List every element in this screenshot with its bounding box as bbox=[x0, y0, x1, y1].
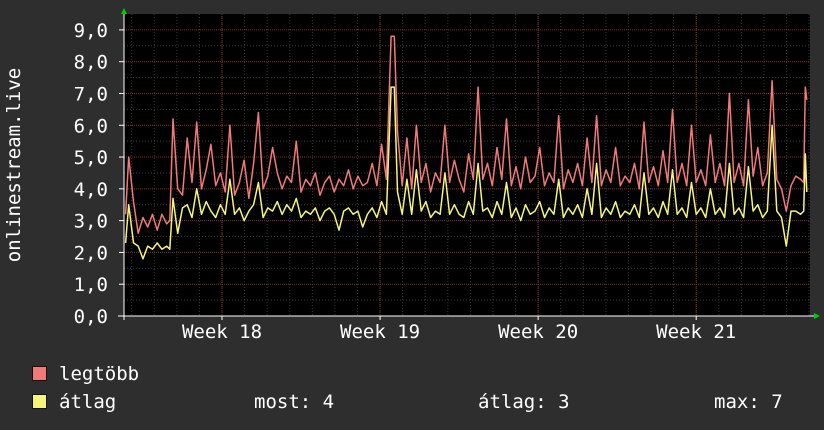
series-line-1 bbox=[124, 86, 808, 260]
y-tick-label: 5,0 bbox=[74, 147, 108, 169]
x-tick-label: Week 18 bbox=[182, 321, 262, 343]
y-tick-label: 8,0 bbox=[74, 52, 108, 74]
y-tick-label: 9,0 bbox=[74, 20, 108, 42]
x-axis-arrow-icon bbox=[814, 313, 820, 319]
y-tick-label: 3,0 bbox=[74, 211, 108, 233]
series-line-0 bbox=[124, 35, 808, 235]
legend-label-atlag: átlag bbox=[59, 391, 117, 413]
x-tick-label: Week 20 bbox=[498, 321, 578, 343]
legend-item-atlag: átlag bbox=[32, 391, 116, 413]
legend-item-legtobb: legtöbb bbox=[32, 363, 139, 385]
legend-label-legtobb: legtöbb bbox=[59, 363, 140, 385]
y-axis-label: onlinestream.live bbox=[3, 67, 25, 263]
stat-atlag: átlag: 3 bbox=[478, 391, 570, 413]
y-tick-label: 6,0 bbox=[74, 115, 108, 137]
y-tick-label: 7,0 bbox=[74, 83, 108, 105]
stat-most: most: 4 bbox=[254, 391, 335, 413]
stat-max: max: 7 bbox=[714, 391, 783, 413]
series-lines bbox=[124, 35, 808, 260]
y-axis-arrow-icon bbox=[121, 8, 127, 14]
y-axis-ticks: 0,0 1,0 2,0 3,0 4,0 5,0 6,0 7,0 8,0 9,0 bbox=[74, 20, 124, 328]
y-tick-label: 1,0 bbox=[74, 274, 108, 296]
legend-swatch-atlag bbox=[32, 394, 47, 409]
y-tick-label: 0,0 bbox=[74, 306, 108, 328]
x-tick-label: Week 19 bbox=[340, 321, 420, 343]
y-tick-label: 2,0 bbox=[74, 242, 108, 264]
x-axis-ticks: Week 18 Week 19 Week 20 Week 21 bbox=[182, 316, 736, 343]
legend-swatch-legtobb bbox=[32, 366, 47, 381]
x-tick-label: Week 21 bbox=[656, 321, 736, 343]
y-tick-label: 4,0 bbox=[74, 179, 108, 201]
